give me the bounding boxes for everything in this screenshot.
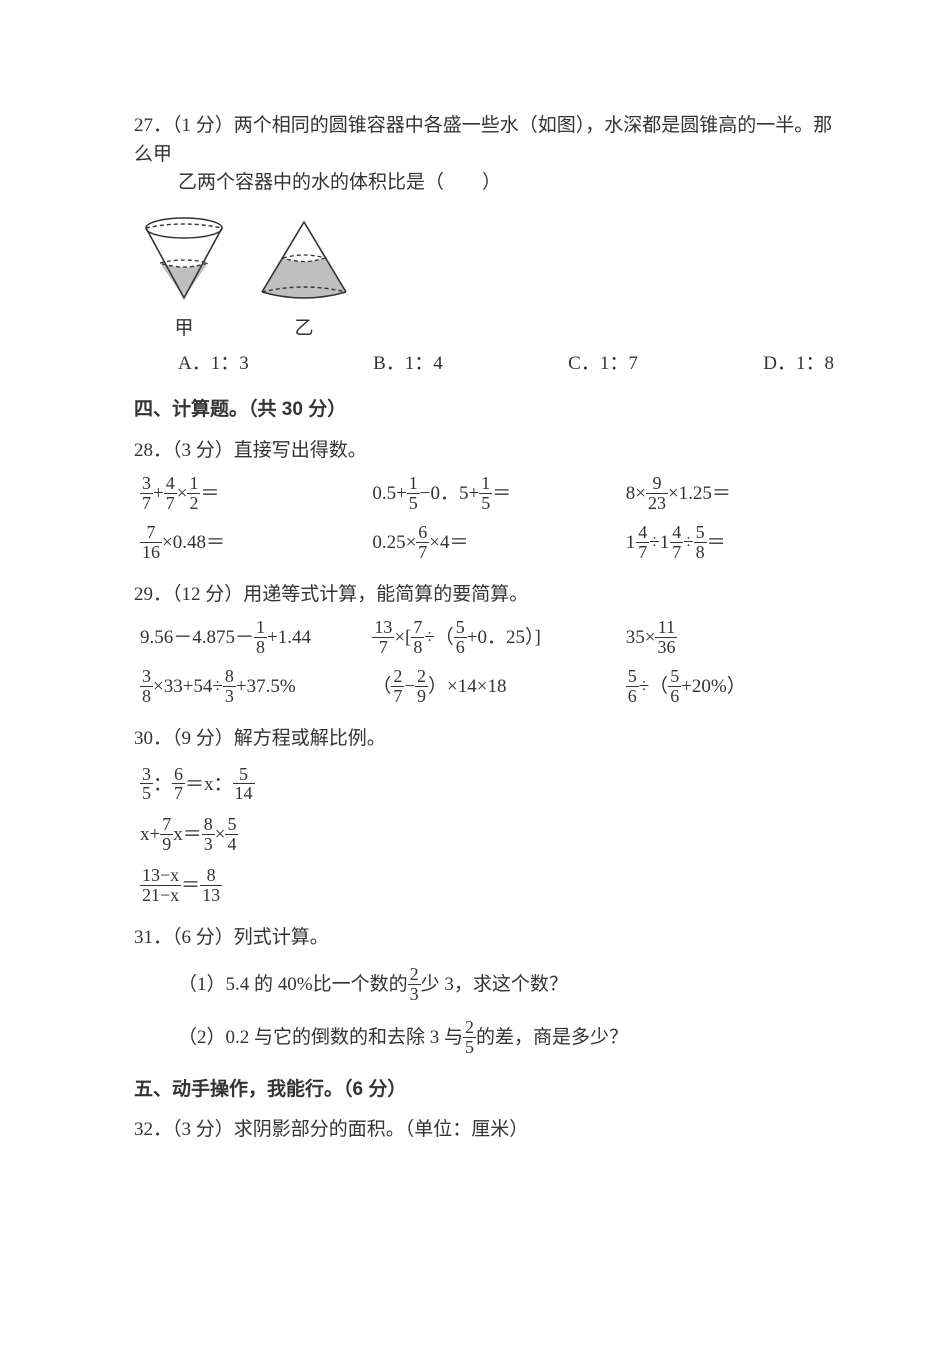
q30-eq1: 35：67＝x：514 bbox=[140, 766, 844, 805]
question-27: 27．（1 分）两个相同的圆锥容器中各盛一些水（如图），水深都是圆锥高的一半。那… bbox=[134, 112, 844, 378]
q30-stem: 30．（9 分）解方程或解比例。 bbox=[134, 725, 844, 754]
q28-row1: 37+47×12＝ 0.5+15−0．5+15＝ 8×923×1.25＝ bbox=[134, 475, 844, 514]
cone-yi: 乙 bbox=[254, 208, 354, 344]
q27-stem-line2: 乙两个容器中的水的体积比是（ ） bbox=[134, 169, 844, 198]
q30-equations: 35：67＝x：514 x+79x＝83×54 13−x21−x＝813 bbox=[134, 766, 844, 906]
q28-e5: 0.25×67×4＝ bbox=[372, 524, 625, 563]
q27-choices: A．1：3 B．1：4 C．1：7 D．1：8 bbox=[134, 350, 844, 379]
question-31: 31．（6 分）列式计算。 （1）5.4 的 40%比一个数的23少 3，求这个… bbox=[134, 924, 844, 1058]
question-29: 29．（12 分）用递等式计算，能简算的要简算。 9.56－4.875－18+1… bbox=[134, 581, 844, 707]
q28-e6: 147÷147÷58＝ bbox=[626, 524, 844, 563]
q27-choice-a: A．1：3 bbox=[178, 350, 373, 379]
q28-stem: 28．（3 分）直接写出得数。 bbox=[134, 437, 844, 466]
q27-figure: 甲 乙 bbox=[134, 208, 844, 344]
q28-e3: 8×923×1.25＝ bbox=[626, 475, 844, 514]
q30-eq3: 13−x21−x＝813 bbox=[140, 867, 844, 906]
q28-row2: 716×0.48＝ 0.25×67×4＝ 147÷147÷58＝ bbox=[134, 524, 844, 563]
q29-e6: 56÷（56+20%） bbox=[626, 668, 844, 707]
q31-sub2: （2）0.2 与它的倒数的和去除 3 与25的差，商是多少？ bbox=[178, 1019, 844, 1058]
cone-jia-label: 甲 bbox=[138, 315, 230, 344]
q29-row1: 9.56－4.875－18+1.44 137×[78÷（56+0．25）] 35… bbox=[134, 619, 844, 658]
q28-e4: 716×0.48＝ bbox=[140, 524, 372, 563]
q29-e3: 35×1136 bbox=[626, 619, 844, 658]
question-28: 28．（3 分）直接写出得数。 37+47×12＝ 0.5+15−0．5+15＝… bbox=[134, 437, 844, 563]
cone-yi-svg bbox=[254, 208, 354, 304]
question-30: 30．（9 分）解方程或解比例。 35：67＝x：514 x+79x＝83×54… bbox=[134, 725, 844, 906]
section-4-heading: 四、计算题。（共 30 分） bbox=[134, 396, 844, 425]
cone-yi-label: 乙 bbox=[254, 315, 354, 344]
q27-stem-line1: 27．（1 分）两个相同的圆锥容器中各盛一些水（如图），水深都是圆锥高的一半。那… bbox=[134, 112, 844, 169]
cone-jia-svg bbox=[138, 208, 230, 304]
q31-sub1: （1）5.4 的 40%比一个数的23少 3，求这个数？ bbox=[178, 966, 844, 1005]
q29-e4: 38×33+54÷83+37.5% bbox=[140, 668, 372, 707]
cone-jia: 甲 bbox=[138, 208, 230, 344]
q32-stem: 32．（3 分）求阴影部分的面积。（单位：厘米） bbox=[134, 1116, 844, 1145]
q27-choice-b: B．1：4 bbox=[373, 350, 568, 379]
q29-stem: 29．（12 分）用递等式计算，能简算的要简算。 bbox=[134, 581, 844, 610]
q29-row2: 38×33+54÷83+37.5% （27−29）×14×18 56÷（56+2… bbox=[134, 668, 844, 707]
q31-stem: 31．（6 分）列式计算。 bbox=[134, 924, 844, 953]
question-32: 32．（3 分）求阴影部分的面积。（单位：厘米） bbox=[134, 1116, 844, 1145]
q29-e1: 9.56－4.875－18+1.44 bbox=[140, 619, 372, 658]
q29-e5: （27−29）×14×18 bbox=[372, 668, 625, 707]
q28-e1: 37+47×12＝ bbox=[140, 475, 372, 514]
exam-page: 27．（1 分）两个相同的圆锥容器中各盛一些水（如图），水深都是圆锥高的一半。那… bbox=[0, 0, 950, 1223]
q27-choice-c: C．1：7 bbox=[568, 350, 763, 379]
q28-e2: 0.5+15−0．5+15＝ bbox=[372, 475, 625, 514]
q27-number: 27． bbox=[134, 115, 172, 136]
q30-eq2: x+79x＝83×54 bbox=[140, 816, 844, 855]
section-5-heading: 五、动手操作，我能行。（6 分） bbox=[134, 1076, 844, 1105]
q29-e2: 137×[78÷（56+0．25）] bbox=[372, 619, 625, 658]
q27-choice-d: D．1：8 bbox=[763, 350, 844, 379]
